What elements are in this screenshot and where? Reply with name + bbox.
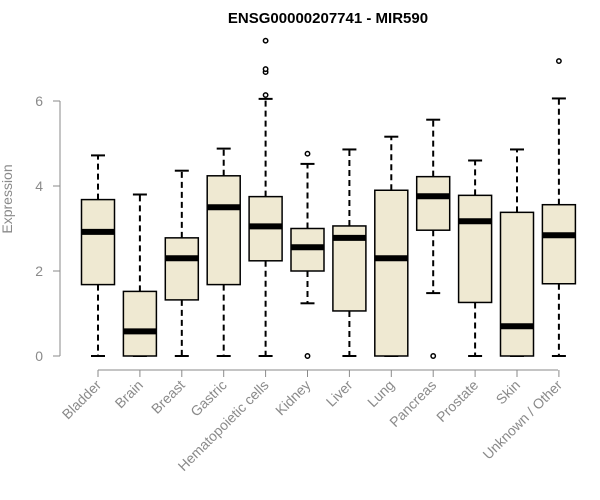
x-tick-label: Pancreas: [386, 377, 439, 430]
box-iqr: [206, 175, 241, 286]
box-iqr: [80, 198, 116, 286]
outlier-point: [304, 150, 311, 157]
outlier-point: [555, 58, 562, 64]
x-tick-label: Lung: [364, 377, 397, 410]
x-tick-label: Prostate: [433, 377, 481, 425]
outlier-point: [430, 353, 437, 359]
outlier-point: [262, 66, 269, 73]
box-breast: [164, 169, 200, 357]
x-tick-label: Liver: [323, 377, 356, 410]
box-prostate: [457, 159, 493, 357]
box-pancreas: [415, 118, 451, 359]
y-tick-label: 0: [35, 348, 43, 364]
box-gastric: [206, 147, 241, 357]
outlier-point: [304, 353, 311, 359]
x-tick-label: Breast: [148, 377, 188, 417]
box-iqr: [499, 211, 535, 357]
x-tick-label: Unknown / Other: [479, 377, 565, 463]
box-hematopoietic-cells: [248, 37, 283, 357]
box-bladder: [80, 154, 116, 357]
y-tick-label: 6: [35, 93, 43, 109]
box-skin: [499, 148, 535, 357]
box-iqr: [122, 290, 158, 357]
box-iqr: [415, 175, 451, 231]
chart-title: ENSG00000207741 - MIR590: [228, 10, 428, 27]
box-lung: [374, 135, 409, 357]
x-tick-label: Skin: [493, 377, 524, 408]
box-iqr: [457, 194, 493, 304]
y-axis: 0 2 4 6: [35, 93, 61, 364]
outlier-point: [262, 37, 269, 44]
box-series: [80, 37, 577, 359]
outlier-point: [262, 92, 269, 99]
box-brain: [122, 193, 158, 357]
box-iqr: [541, 203, 577, 285]
y-tick-label: 2: [35, 263, 43, 279]
x-tick-label: Brain: [112, 377, 146, 411]
y-axis-label: Expression: [0, 164, 15, 233]
x-tick-label: Bladder: [59, 377, 105, 423]
box-liver: [332, 148, 367, 357]
y-tick-label: 4: [35, 178, 43, 194]
box-iqr: [374, 189, 409, 357]
x-tick-label: Kidney: [272, 377, 314, 419]
box-kidney: [290, 150, 325, 359]
box-iqr: [164, 237, 200, 301]
box-unknown-other: [541, 58, 577, 357]
